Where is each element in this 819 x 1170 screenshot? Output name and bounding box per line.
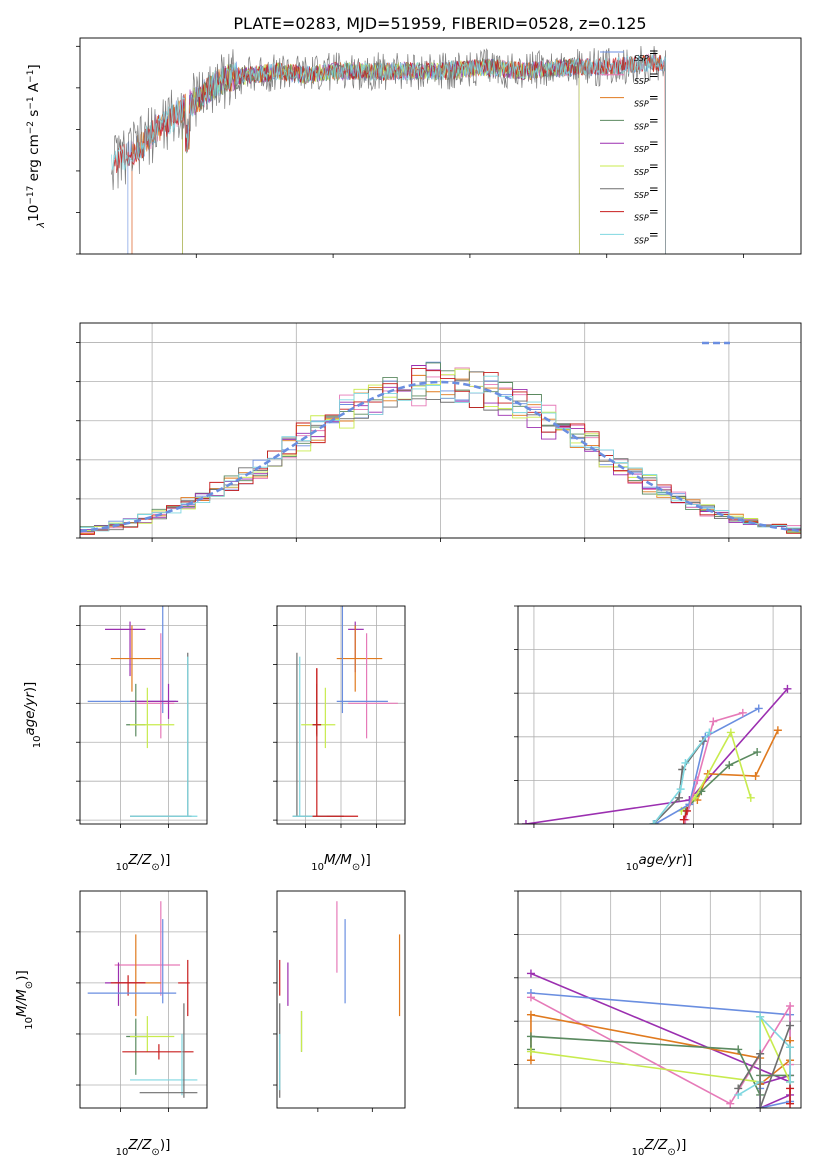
weight-marker [705,728,714,737]
plot-area [279,901,401,1098]
legend-entry: SSP= [634,45,659,63]
legend-entry: SSP= [634,227,659,245]
weight-line [696,729,779,801]
plot-area [292,606,398,817]
weight-line [684,712,744,820]
weight-marker [649,820,658,824]
weight-marker [751,772,760,781]
weight-marker [526,1056,535,1065]
weight-marker [683,806,692,815]
weight-marker [786,1099,795,1108]
plot-area [526,969,795,1108]
plot-area [87,901,198,1098]
weight-vs-metallicity-panel: 10Z/Z⊙)] [514,890,802,1158]
weight-marker [756,1012,765,1021]
weight-marker [526,969,535,978]
weight-marker [526,1047,535,1056]
x-axis-label: 10Z/Z⊙)] [116,852,171,873]
legend-entry: SSP= [634,182,659,200]
weight-marker [693,776,702,785]
weight-marker [676,785,685,794]
weight-marker [753,748,762,757]
weight-marker [786,1043,795,1052]
weight-line [530,972,791,1108]
weight-line [652,731,710,824]
y-axis-label: λ10−17 erg cm−2 s−1 A−1] [26,64,47,228]
weight-marker [679,815,688,824]
weight-marker [726,728,735,737]
weight-marker [526,1032,535,1041]
weight-marker [773,726,782,735]
weight-marker [783,684,792,693]
y-axis-label: 10age/yr)] [22,682,43,749]
axes-frame [79,37,802,255]
age-vs-mass-panel: 10M/M⊙)] [273,605,406,873]
weight-marker [675,793,684,802]
histogram-step [80,375,801,536]
x-axis-label: 10M/M⊙)] [311,852,371,873]
weight-marker [709,717,718,726]
weight-marker [738,708,747,717]
legend-entry: SSP= [634,113,659,130]
weight-line [737,1025,791,1108]
axes-frame [79,890,208,1109]
plot-area [87,606,198,817]
age-vs-metallicity-panel: 10Z/Z⊙)] 10age/yr)] [22,605,208,873]
weight-marker [786,1084,795,1093]
legend-entry: SSP= [634,136,659,154]
spectrum-panel: λ10−17 erg cm−2 s−1 A−1] SSP= SSP= SSP= SSP=… [26,37,802,258]
residual-histogram-panel [76,322,802,542]
weight-marker [526,993,535,1002]
weight-marker [786,1021,795,1030]
weight-marker [746,793,755,802]
weight-line [652,740,704,824]
axes-frame [79,605,208,825]
axes-frame [517,890,802,1109]
weight-vs-age-panel: 10age/yr)] [514,605,802,873]
legend-entry: SSP= [634,91,659,109]
plot-area [521,684,792,824]
normal-curve [80,380,801,533]
plot-area [80,361,801,536]
mass-vs-metallicity-panel: 10Z/Z⊙)] 10M/M⊙)] [14,890,208,1158]
weight-marker [681,758,690,767]
legend-entry: SSP= [634,205,659,223]
plot-area [111,45,666,254]
weight-marker [725,761,734,770]
x-axis-label: 10Z/Z⊙)] [632,1137,687,1158]
weight-marker [754,704,763,713]
weight-marker [521,820,530,824]
y-axis-label: 10M/M⊙)] [14,970,35,1030]
axes-frame [517,605,802,825]
weight-marker [526,1010,535,1019]
weight-marker [756,1104,765,1108]
legend-entry: SSP= [634,68,659,86]
axes-frame [276,890,406,1109]
weight-marker [786,1002,795,1011]
spectrum-line [111,54,666,254]
spectrum-line [113,54,666,254]
weight-marker [734,1045,743,1054]
weight-line [684,751,758,812]
x-axis-label: 10age/yr)] [626,852,693,873]
figure-title: PLATE=0283, MJD=51959, FIBERID=0528, z=0… [233,14,646,33]
x-axis-label: 10Z/Z⊙)] [116,1137,171,1158]
weight-marker [734,1084,743,1093]
weight-marker [726,1099,735,1108]
axes-frame [79,322,802,539]
axes-frame [276,605,406,825]
legend-entry: SSP= [634,159,659,177]
weight-line [654,707,760,824]
mass-vs-ebv-panel [273,890,406,1112]
weight-marker [756,1049,765,1058]
